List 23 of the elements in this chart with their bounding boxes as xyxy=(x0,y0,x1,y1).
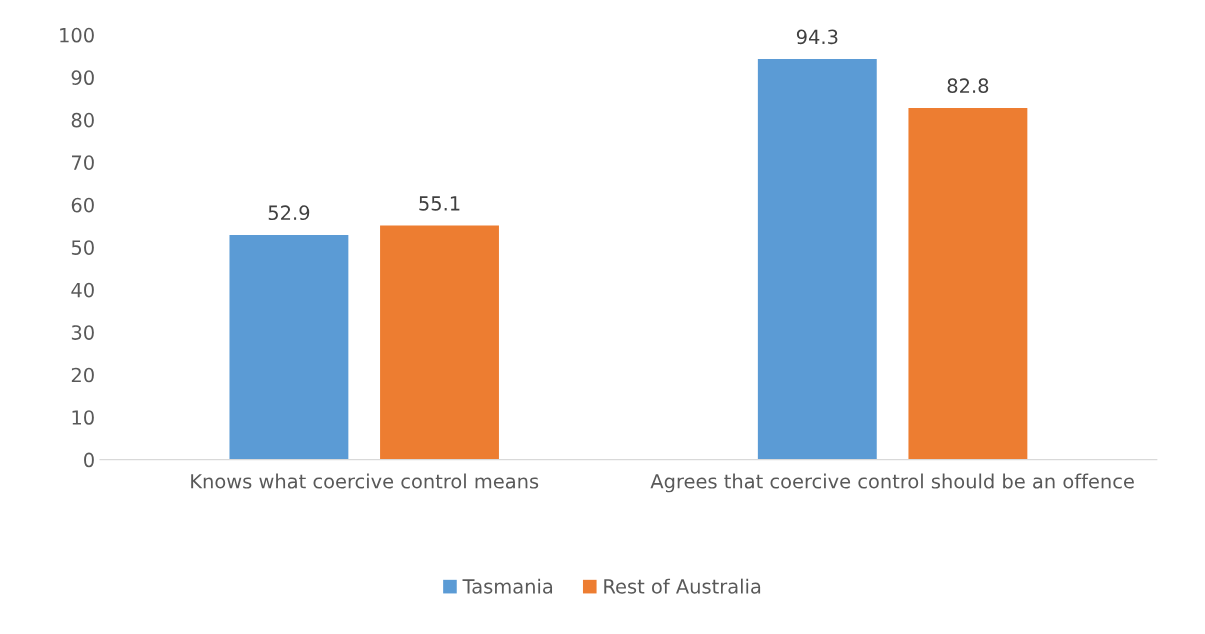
y-tick-label: 60 xyxy=(71,197,94,213)
y-tick-label: 80 xyxy=(71,112,94,128)
data-label: 52.9 xyxy=(268,205,310,221)
bar xyxy=(757,59,877,460)
x-tick-label: Knows what coercive control means xyxy=(191,473,539,489)
data-label: 55.1 xyxy=(419,196,460,211)
y-tick-label: 30 xyxy=(71,325,94,340)
y-tick-label: 70 xyxy=(72,155,94,170)
bar xyxy=(380,225,499,460)
legend-label: Rest of Australia xyxy=(604,578,761,594)
data-label: 94.3 xyxy=(796,29,838,45)
y-tick-label: 0 xyxy=(84,452,94,468)
y-tick-label: 90 xyxy=(71,70,94,86)
y-tick-label: 20 xyxy=(71,367,94,383)
y-tick-label: 50 xyxy=(71,240,94,255)
y-tick-label: 40 xyxy=(71,282,94,298)
y-tick-label: 100 xyxy=(60,27,94,43)
y-tick-label: 10 xyxy=(72,410,94,425)
bar xyxy=(908,107,1028,460)
bar xyxy=(229,234,349,460)
x-tick-label: Agrees that coercive control should be an offence xyxy=(650,473,1134,493)
legend-label: Tasmania xyxy=(462,578,553,594)
data-label: 82.8 xyxy=(947,78,989,94)
